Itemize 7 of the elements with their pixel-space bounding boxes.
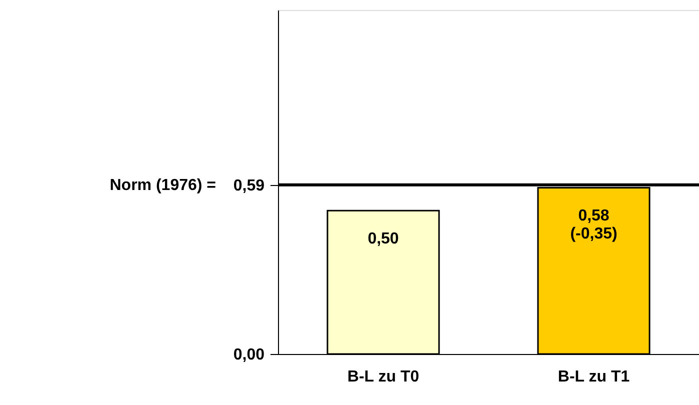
y-tick-label: 0,00 (233, 346, 265, 364)
x-tick-label: B-L zu T1 (558, 368, 630, 386)
ref-line-label: Norm (1976) = (110, 176, 216, 194)
data-label: 0,50 (368, 230, 399, 248)
y-tick-label: 0,59 (233, 177, 265, 194)
data-label: 0,58 (-0,35) (570, 208, 618, 243)
x-tick-label: B-L zu T0 (347, 368, 420, 386)
